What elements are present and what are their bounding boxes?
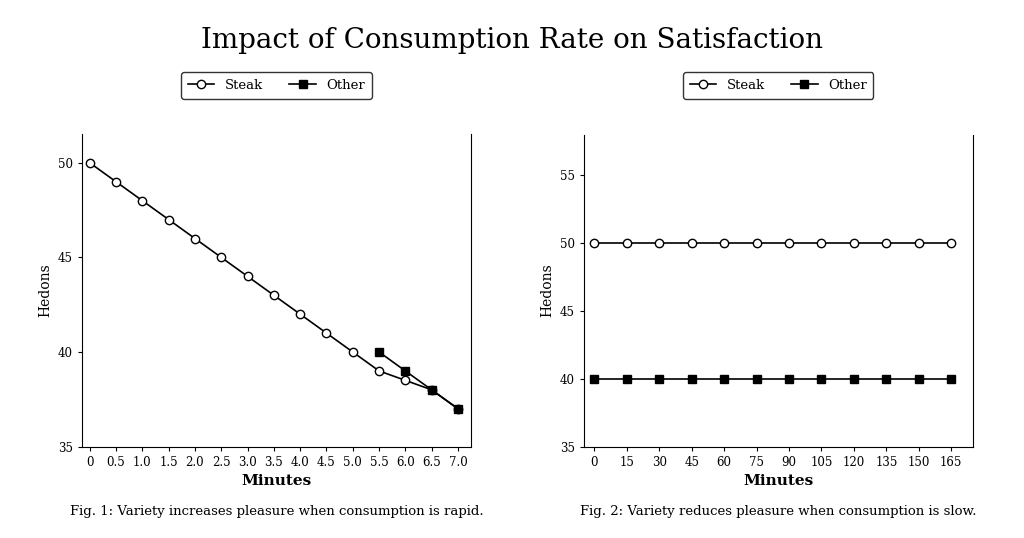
Steak (945, 240, 957, 246)
Steak (848, 240, 860, 246)
Steak (215, 254, 227, 260)
X-axis label: Minutes: Minutes (242, 474, 311, 488)
Steak (373, 367, 385, 374)
Other (718, 376, 730, 382)
Other (399, 367, 412, 374)
Steak (783, 240, 796, 246)
Steak (881, 240, 893, 246)
Other (589, 376, 601, 382)
Y-axis label: Hedons: Hedons (38, 264, 52, 317)
Steak (815, 240, 827, 246)
Other (881, 376, 893, 382)
Steak (136, 197, 148, 204)
Line: Other: Other (590, 374, 955, 383)
Text: Fig. 2: Variety reduces pleasure when consumption is slow.: Fig. 2: Variety reduces pleasure when co… (580, 505, 977, 518)
Other (783, 376, 796, 382)
Other (452, 406, 464, 412)
Other (373, 349, 385, 355)
Other (686, 376, 698, 382)
Steak (686, 240, 698, 246)
Steak (751, 240, 763, 246)
Legend: Steak, Other: Steak, Other (181, 73, 372, 98)
Steak (321, 330, 333, 336)
Steak (653, 240, 666, 246)
Line: Steak: Steak (590, 239, 955, 247)
Line: Other: Other (375, 348, 462, 413)
Other (425, 387, 437, 393)
Steak (163, 216, 175, 223)
Steak (188, 235, 201, 242)
Steak (621, 240, 633, 246)
Other (653, 376, 666, 382)
Legend: Steak, Other: Steak, Other (683, 73, 873, 98)
Steak (452, 406, 464, 412)
Other (945, 376, 957, 382)
Other (621, 376, 633, 382)
Steak (589, 240, 601, 246)
Steak (267, 292, 280, 299)
Steak (110, 179, 122, 185)
Steak (346, 349, 358, 355)
Text: Impact of Consumption Rate on Satisfaction: Impact of Consumption Rate on Satisfacti… (201, 27, 823, 54)
Other (848, 376, 860, 382)
Line: Steak: Steak (86, 159, 462, 413)
Steak (84, 160, 96, 166)
Steak (425, 387, 437, 393)
Other (751, 376, 763, 382)
Other (815, 376, 827, 382)
X-axis label: Minutes: Minutes (743, 474, 813, 488)
Text: Fig. 1: Variety increases pleasure when consumption is rapid.: Fig. 1: Variety increases pleasure when … (70, 505, 483, 518)
Steak (242, 273, 254, 280)
Y-axis label: Hedons: Hedons (540, 264, 554, 317)
Steak (912, 240, 925, 246)
Steak (294, 311, 306, 317)
Steak (718, 240, 730, 246)
Steak (399, 377, 412, 384)
Other (912, 376, 925, 382)
